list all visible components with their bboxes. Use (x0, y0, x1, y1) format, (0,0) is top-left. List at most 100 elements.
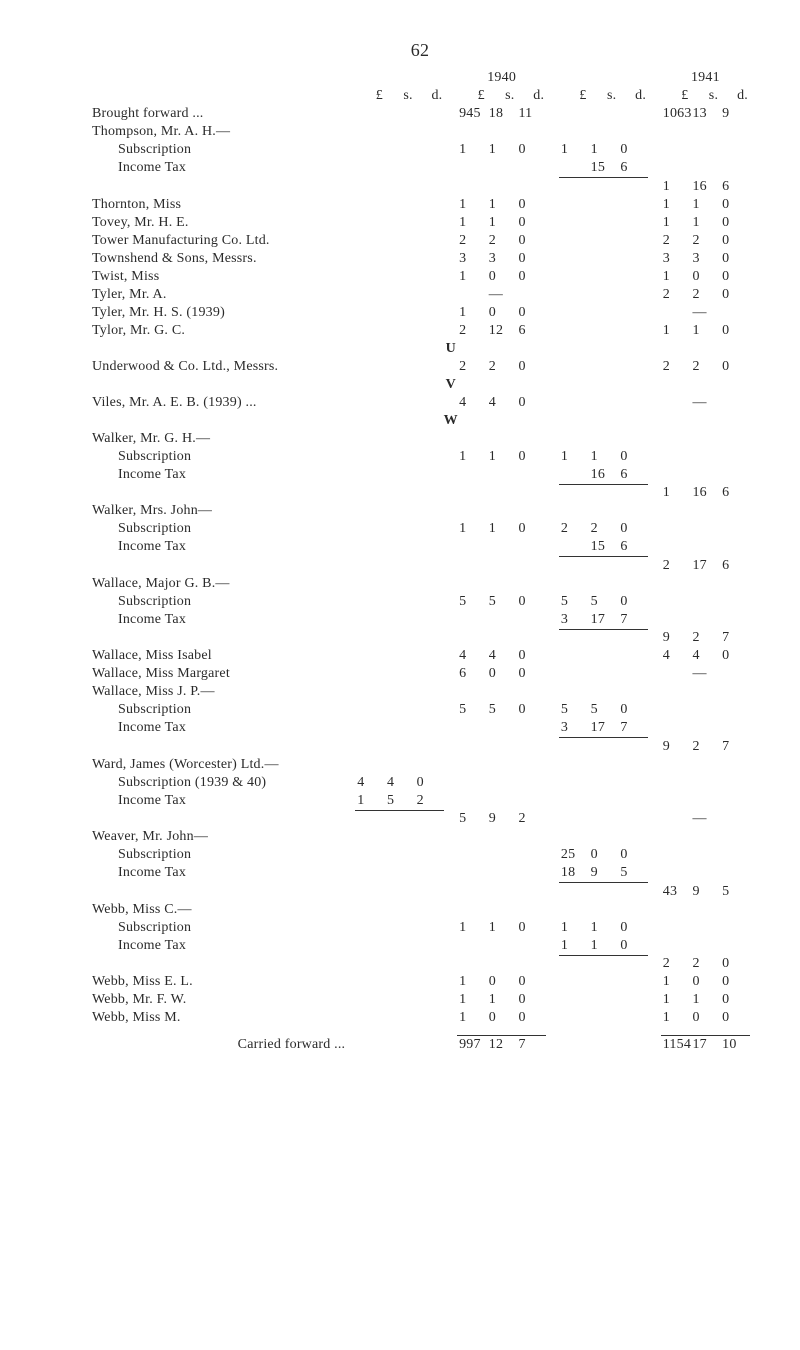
amt-sub-d (415, 575, 445, 593)
amt-sub-d: 0 (415, 774, 445, 792)
ledger-row: Tyler, Mr. H. S. (1939)100— (90, 304, 750, 322)
amt-1940-s: 2 (487, 358, 517, 376)
subtotal-row: 1166 (90, 178, 750, 196)
amt-1941-s (690, 538, 720, 557)
amt-1940-d: 0 (517, 268, 547, 286)
amt-1941-s (690, 846, 720, 864)
amt-1940-s (487, 738, 517, 756)
amt-1941-L: 2 (661, 955, 691, 973)
amt-sub-d (415, 358, 445, 376)
amt-mid-L (559, 430, 589, 448)
amt-1940-s (487, 575, 517, 593)
ledger-row: Weaver, Mr. John— (90, 828, 750, 846)
entry-description: Townshend & Sons, Messrs. (90, 250, 355, 268)
entry-description: Wallace, Miss J. P.— (90, 683, 355, 701)
amt-sub-s (385, 466, 415, 485)
amt-1941-d (720, 719, 750, 738)
amt-1940-s (487, 937, 517, 956)
amt-sub-d (415, 394, 445, 412)
amt-1940-L (457, 575, 487, 593)
amt-mid-s: 1 (589, 141, 619, 159)
amt-1941-L (661, 864, 691, 883)
amt-1940-L: 4 (457, 647, 487, 665)
amt-mid-d: 6 (618, 538, 648, 557)
entry-description: Thornton, Miss (90, 196, 355, 214)
amt-sub-L (355, 973, 385, 991)
entry-description: Thompson, Mr. A. H.— (90, 123, 355, 141)
amt-sub-L (355, 991, 385, 1009)
amt-sub-L (355, 864, 385, 883)
amt-mid-L (559, 394, 589, 412)
amt-1940-d (517, 955, 547, 973)
amt-sub-d (415, 901, 445, 919)
amt-mid-s: 5 (589, 701, 619, 719)
amt-1941-s (690, 864, 720, 883)
amt-mid-s: 9 (589, 864, 619, 883)
head-s: s. (690, 87, 720, 105)
section-letter: W (355, 412, 546, 430)
amt-sub-s (385, 358, 415, 376)
amt-1941-s (690, 123, 720, 141)
amt-1941-s (690, 502, 720, 520)
amt-sub-s (385, 973, 415, 991)
ledger-row: Tyler, Mr. A.—220 (90, 286, 750, 304)
amt-1940-s (487, 159, 517, 178)
amt-sub-L (355, 647, 385, 665)
amt-1941-L: 2 (661, 232, 691, 250)
amt-1940-s (487, 756, 517, 774)
amt-mid-L (559, 901, 589, 919)
amt-sub-s (385, 141, 415, 159)
amt-sub-s (385, 430, 415, 448)
ledger-row: Webb, Miss C.— (90, 901, 750, 919)
amt-sub-L (355, 502, 385, 520)
amt-mid-s: 2 (589, 520, 619, 538)
amt-1940-L (457, 159, 487, 178)
amt-sub-L (355, 538, 385, 557)
ledger-row: Wallace, Miss J. P.— (90, 683, 750, 701)
amt-sub-s (385, 520, 415, 538)
amt-sub-L (355, 322, 385, 340)
amt-1941-s: 16 (690, 178, 720, 196)
amt-1941-d: 0 (720, 991, 750, 1009)
ledger-row: Income Tax166 (90, 466, 750, 485)
amt-mid-d (618, 973, 648, 991)
amt-1941-L (661, 593, 691, 611)
amt-sub-L (355, 701, 385, 719)
amt-1940-d (517, 159, 547, 178)
ledger-row: Brought forward ...94518111063139 (90, 105, 750, 123)
amt-1941-s: 17 (690, 557, 720, 575)
amt-1940-L (457, 774, 487, 792)
entry-description: Subscription (90, 919, 355, 937)
amt-1941-L: 9 (661, 629, 691, 647)
amt-1940-s: 1 (487, 991, 517, 1009)
ledger-row: Tovey, Mr. H. E.110110 (90, 214, 750, 232)
amt-mid-s (589, 196, 619, 214)
amt-1940-L: 3 (457, 250, 487, 268)
amt-1940-d (517, 123, 547, 141)
amt-1941-d (720, 611, 750, 630)
subtotal-row: 220 (90, 955, 750, 973)
amt-1941-L (661, 466, 691, 485)
carried-label: Carried forward ... (90, 1036, 355, 1055)
subtotal-row: 4395 (90, 883, 750, 901)
amt-mid-s (589, 792, 619, 811)
year-1940: 1940 (457, 69, 546, 87)
amt-mid-d (618, 901, 648, 919)
amt-mid-L (559, 991, 589, 1009)
amt-1941-L (661, 846, 691, 864)
amt-mid-L (559, 538, 589, 557)
amt-sub-d (415, 448, 445, 466)
amt-1940-d (517, 756, 547, 774)
entry-description: Income Tax (90, 719, 355, 738)
amt-sub-L (355, 593, 385, 611)
amt-sub-L (355, 611, 385, 630)
amt-1941-s: 2 (690, 286, 720, 304)
amt-1940-d (517, 719, 547, 738)
amt-1941-L (661, 448, 691, 466)
amt-sub-L (355, 466, 385, 485)
head-L: £ (661, 87, 691, 105)
amt-1940-L: 1 (457, 1009, 487, 1027)
amt-1940-L (457, 430, 487, 448)
amt-sub-s (385, 394, 415, 412)
amt-mid-L (559, 322, 589, 340)
